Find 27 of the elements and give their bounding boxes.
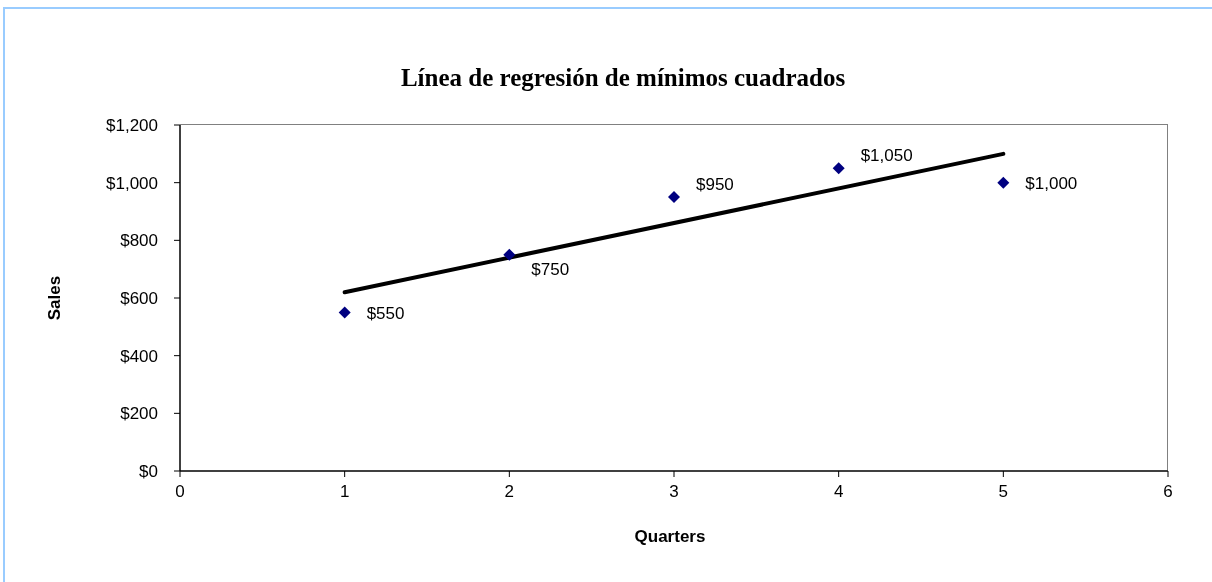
point <box>668 191 680 204</box>
point <box>503 248 516 261</box>
data-label: $1,000 <box>1025 174 1078 194</box>
y-tick-label: $0 <box>139 462 158 482</box>
x-axis-title: Quarters <box>633 527 707 547</box>
data-label: $550 <box>366 303 405 323</box>
x-tick-label: 3 <box>669 482 679 502</box>
y-tick-label: $800 <box>120 231 158 251</box>
x-tick-label: 2 <box>504 482 515 502</box>
chart-title: Línea de regresión de mínimos cuadrados <box>399 64 847 92</box>
x-tick-label: 5 <box>998 482 1009 502</box>
point <box>997 176 1010 189</box>
y-tick-label: $400 <box>120 346 158 366</box>
y-axis-title: Sales <box>45 275 65 321</box>
x-tick-label: 4 <box>833 482 844 502</box>
point <box>832 162 845 175</box>
y-tick-label: $1,000 <box>106 173 158 193</box>
y-tick-label: $1,200 <box>106 116 158 136</box>
x-tick-label: 1 <box>339 482 350 502</box>
data-label: $950 <box>696 174 734 194</box>
data-label: $750 <box>531 260 570 280</box>
data-label: $1,050 <box>860 145 913 165</box>
y-tick-label: $600 <box>120 289 158 309</box>
y-tick-label: $200 <box>120 404 158 424</box>
x-tick-label: 0 <box>175 482 185 502</box>
point <box>338 306 351 319</box>
x-tick-label: 6 <box>1163 482 1173 502</box>
